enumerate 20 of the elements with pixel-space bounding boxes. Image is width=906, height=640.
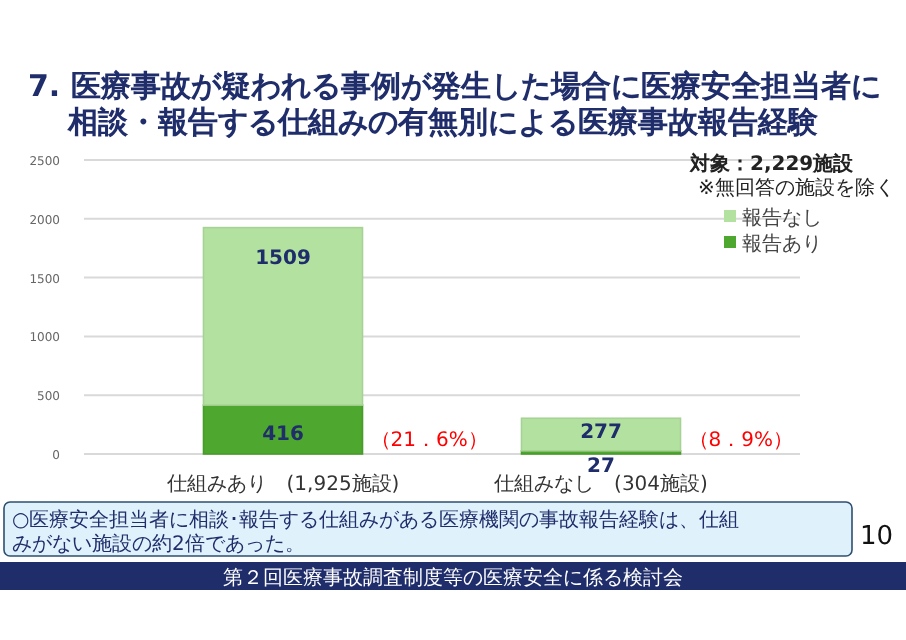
- chart-title: 7. 医療事故が疑われる事例が発生した場合に医療安全担当者に: [28, 68, 881, 104]
- annotation: （21．6%）: [370, 430, 488, 452]
- chart-subtitle: 相談・報告する仕組みの有無別による医療事故報告経験: [66, 104, 820, 140]
- x-tick-label: 仕組みなし (304施設): [494, 472, 709, 496]
- annotation: ※無回答の施設を除く: [698, 176, 895, 200]
- data-label: 416: [262, 423, 304, 446]
- legend-label: 報告なし: [742, 206, 822, 230]
- text: 第２回医療事故調査制度等の医療安全に係る検討会: [223, 566, 683, 590]
- text: ○医療安全担当者に相談･報告する仕組みがある医療機関の事故報告経験は、仕組みがない施設の約2倍であった。: [12, 508, 740, 556]
- bar: [202, 226, 364, 406]
- annotation: 対象：2,229施設: [688, 152, 856, 176]
- x-tick-label: 仕組みあり (1,925施設): [166, 472, 400, 496]
- bar: [202, 404, 364, 455]
- text: 10: [860, 522, 894, 552]
- annotation: （8．9%）: [688, 430, 793, 452]
- data-label: 27: [587, 456, 615, 478]
- bar: [520, 417, 682, 452]
- legend-label: 報告あり: [742, 232, 822, 256]
- data-label: 1509: [255, 247, 311, 270]
- data-label: 277: [580, 422, 622, 445]
